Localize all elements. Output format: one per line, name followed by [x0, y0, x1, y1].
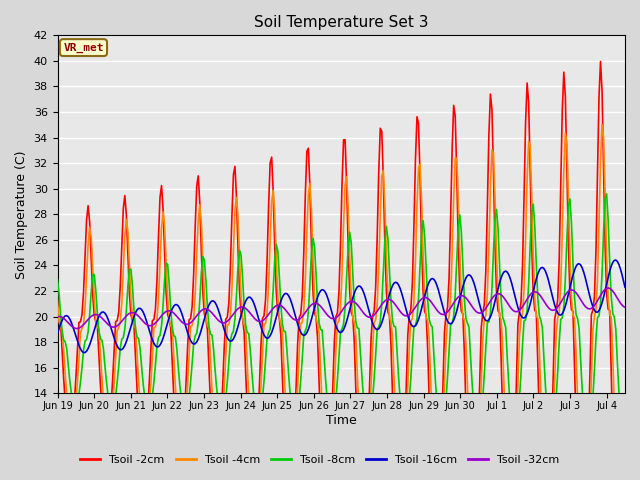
- Y-axis label: Soil Temperature (C): Soil Temperature (C): [15, 150, 28, 278]
- Title: Soil Temperature Set 3: Soil Temperature Set 3: [254, 15, 429, 30]
- X-axis label: Time: Time: [326, 414, 356, 427]
- Legend: Tsoil -2cm, Tsoil -4cm, Tsoil -8cm, Tsoil -16cm, Tsoil -32cm: Tsoil -2cm, Tsoil -4cm, Tsoil -8cm, Tsoi…: [76, 451, 564, 469]
- Text: VR_met: VR_met: [63, 43, 104, 53]
